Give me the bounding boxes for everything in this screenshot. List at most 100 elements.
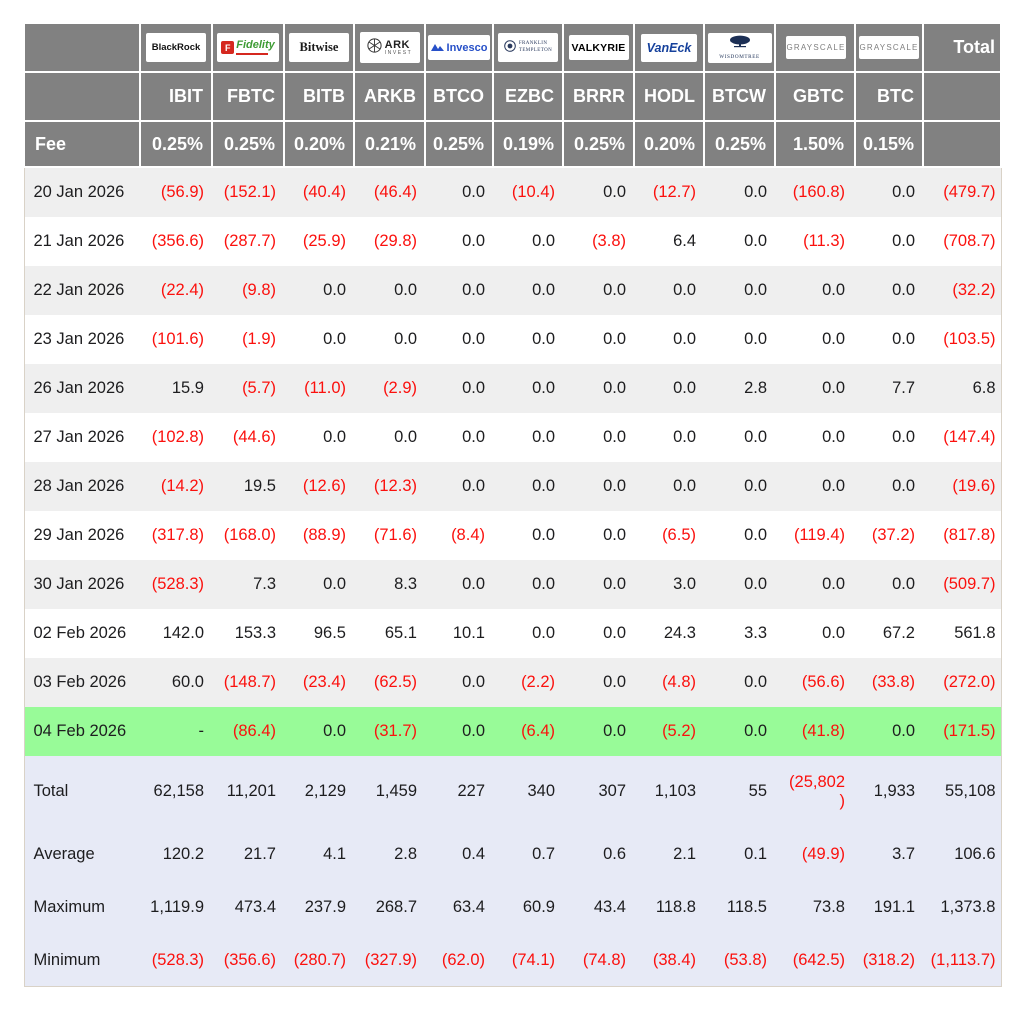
ark-wordmark: ARK [384,38,410,51]
flow-value-cell: 0.0 [822,378,845,397]
flow-value-cell: 0.0 [532,427,555,446]
flow-value-cell: 0.0 [323,329,346,348]
flow-value-cell: 0.0 [603,574,626,593]
franklin-wordmark: FRANKLIN [518,41,548,46]
flow-value-cell: (2.9) [383,378,417,397]
blackrock-logo: BlackRock [146,33,206,62]
flow-value-cell: (6.4) [521,721,555,740]
summary-value-cell: 0.1 [744,844,767,863]
flow-value-cell: 0.0 [462,183,485,201]
grayscale-wordmark: GRAYSCALE [859,43,919,52]
ark-invest-subtext: INVEST [384,49,413,56]
summary-value-cell: (1,113.7) [930,950,996,969]
flow-value-cell: 0.0 [892,574,915,593]
flow-value-cell: (11.0) [304,378,346,397]
flow-value-cell: (40.4) [302,183,346,201]
ticker-cell-gbtc: GBTC [774,71,856,122]
flow-value-cell: 0.0 [603,623,626,642]
flow-value-cell: 142.0 [162,623,204,642]
summary-value-cell: (25,802) [789,772,845,810]
flow-value-cell: 7.3 [253,574,276,593]
flow-value-cell: 0.0 [744,476,767,495]
flow-value-cell: 8.3 [394,574,417,593]
row-total-cell: 6.8 [972,378,996,397]
flow-value-cell: (152.1) [223,183,276,201]
provider-logo-cell: ARK INVEST [353,22,426,73]
flow-value-cell: (33.8) [871,672,915,691]
flow-value-cell: 0.0 [532,623,555,642]
summary-row-average: Average 120.2 21.7 4.1 2.8 0.4 0.7 0.6 2.1 0.1 (49… [24,827,1001,881]
summary-value-cell: 473.4 [234,897,276,916]
fee-cell-ezbc: 0.19% [492,120,564,168]
summary-value-cell: 0.6 [603,844,626,863]
flow-value-cell: 0.0 [532,525,555,544]
flow-value-cell: 0.0 [744,280,767,299]
summary-row-total: Total 62,158 11,201 2,129 1,459 227 340 307 1,10… [24,755,1001,828]
templeton-wordmark: TEMPLETON [518,47,553,53]
grayscale-logo: GRAYSCALE [786,36,846,59]
bitwise-logo: Bitwise [289,33,349,62]
flow-value-cell: 0.0 [603,280,626,299]
flow-value-cell: 0.0 [323,574,346,593]
ark-invest-logo: ARK INVEST [359,32,420,63]
flow-value-cell: (102.8) [151,427,204,446]
corner-cell [23,71,141,122]
ticker-cell-btcw: BTCW [703,71,776,122]
bitwise-wordmark: Bitwise [299,40,339,54]
flow-value-cell: 0.0 [822,329,845,348]
vaneck-logo: VanEck [641,33,697,62]
wisdomtree-logo: WISDOMTREE [707,32,772,63]
flow-value-cell: 0.0 [744,329,767,348]
flow-value-cell: 3.3 [744,623,767,642]
flow-row: 21 Jan 2026 (356.6) (287.7) (25.9) (29.8) 0.0… [24,216,1001,266]
wisdomtree-wordmark: WISDOMTREE [719,54,760,60]
date-cell: 21 Jan 2026 [33,231,125,250]
wisdomtree-tree-icon [728,35,752,53]
summary-value-cell: 60.9 [522,897,555,916]
summary-value-cell: (74.1) [511,950,555,969]
summary-row-maximum: Maximum 1,119.9 473.4 237.9 268.7 63.4 60.9 43.… [24,880,1001,934]
date-cell: 23 Jan 2026 [33,329,125,348]
flow-value-cell: (88.9) [302,525,346,544]
invesco-wordmark: Invesco [446,41,488,54]
flow-value-cell: 0.0 [603,476,626,495]
flow-value-cell: (2.2) [521,672,555,691]
fidelity-wordmark-group: Fidelity [236,40,275,55]
flow-value-cell: (101.6) [151,329,204,348]
row-total-cell: 561.8 [954,623,996,642]
flow-value-cell: (12.6) [302,476,346,495]
summary-value-cell: 118.5 [726,897,767,916]
corner-cell [23,22,141,73]
flow-value-cell: 0.0 [532,231,555,250]
flow-value-cell: (37.2) [871,525,915,544]
summary-value-cell: 0.7 [532,844,555,863]
date-cell: 29 Jan 2026 [33,525,125,544]
row-total-cell: (479.7) [943,183,996,201]
flow-value-cell: 153.3 [234,623,276,642]
flow-value-cell: 7.7 [892,378,915,397]
provider-logo-cell: GRAYSCALE [774,22,856,73]
summary-value-cell: 1,933 [873,782,915,801]
highlighted-flow-row: 04 Feb 2026 - (86.4) 0.0 (31.7) 0.0 (6.4) 0.0 (5… [24,706,1001,756]
summary-value-cell: 2,129 [304,782,346,801]
flow-value-cell: 0.0 [462,329,485,348]
flow-value-cell: (12.7) [652,183,696,201]
grayscale-logo: GRAYSCALE [859,36,919,59]
provider-logo-cell: GRAYSCALE [854,22,924,73]
summary-value-cell: 2.8 [394,844,417,863]
flow-value-cell: (160.8) [792,183,845,201]
flow-value-cell: 0.0 [603,378,626,397]
flow-value-cell: 0.0 [744,721,767,740]
flow-value-cell: (31.7) [373,721,417,740]
flow-value-cell: (14.2) [160,476,204,495]
flow-value-cell: (9.8) [242,280,276,299]
flow-value-cell: (86.4) [232,721,276,740]
summary-value-cell: 55 [748,782,767,801]
flow-value-cell: 0.0 [603,721,626,740]
flow-value-cell: 0.0 [603,427,626,446]
flow-value-cell: 2.8 [744,378,767,397]
flow-value-cell: (356.6) [151,231,204,250]
flow-value-cell: 0.0 [462,231,485,250]
ticker-cell-fbtc: FBTC [211,71,285,122]
flow-value-cell: (3.8) [592,231,626,250]
